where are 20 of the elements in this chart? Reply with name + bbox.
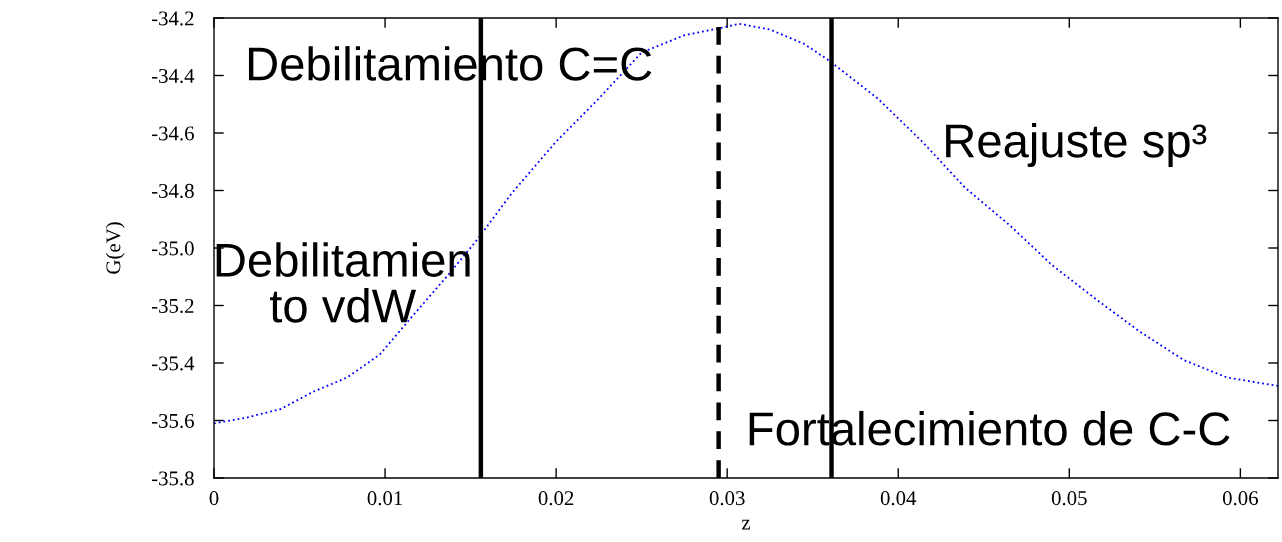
x-tick-label: 0 — [209, 491, 219, 506]
y-tick-label: -34.2 — [151, 11, 194, 26]
x-tick-label: 0.03 — [709, 491, 745, 506]
y-tick-label: -35.0 — [151, 241, 194, 256]
x-axis-title: z — [741, 519, 751, 530]
y-tick-label: -35.4 — [151, 356, 195, 371]
x-tick-label: 0.06 — [1222, 491, 1258, 506]
y-tick-label: -35.2 — [151, 298, 194, 314]
x-tick-label: 0.02 — [538, 491, 574, 506]
x-tick-label: 0.04 — [880, 491, 917, 506]
y-tick-label: -34.6 — [151, 126, 194, 141]
x-tick-label: 0.05 — [1051, 491, 1087, 506]
annotation: Reajuste sp³ — [946, 122, 1207, 167]
x-tick-label: 0.01 — [367, 491, 403, 506]
y-tick-label: -34.4 — [151, 68, 195, 84]
y-axis-title: G(eV) — [105, 222, 125, 274]
y-tick-label: -35.8 — [151, 471, 194, 486]
y-tick-label: -34.8 — [151, 183, 194, 199]
y-tick-label: -35.6 — [151, 413, 194, 429]
annotation: Debilitamien to vdW — [216, 242, 470, 323]
